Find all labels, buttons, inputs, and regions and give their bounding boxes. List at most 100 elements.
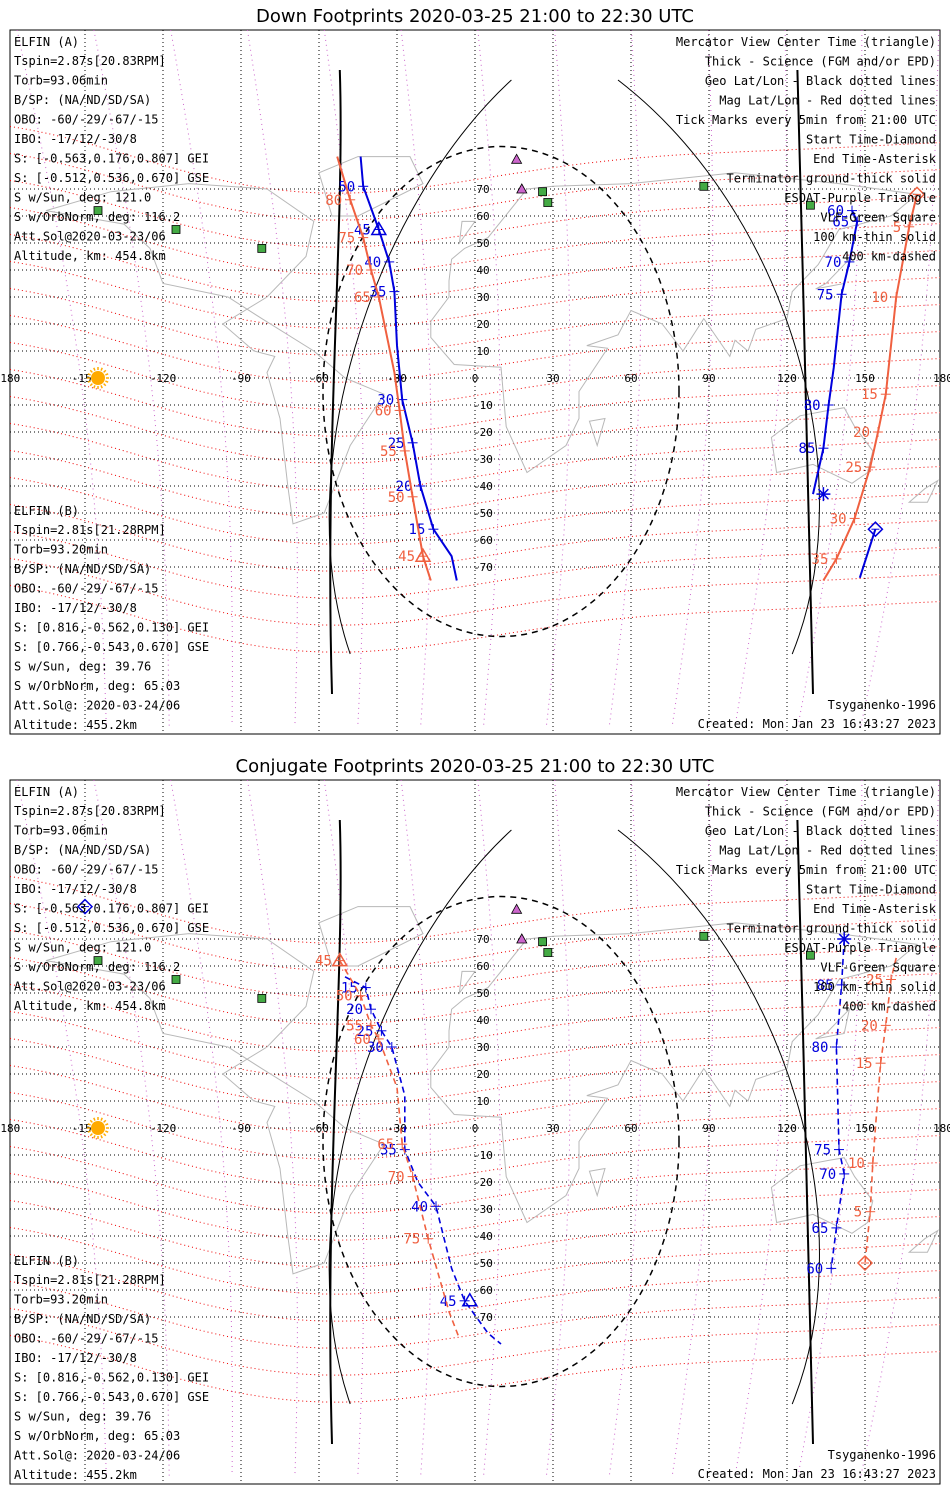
elfin_a-tick-label: 60 [806,1261,823,1277]
lat-tick-label: -40 [473,480,493,493]
mag-lon-line [608,30,642,727]
mag-lat-line [10,1038,940,1106]
elfin-b-info-line: S: [0.816,-0.562,0.130] GEI [14,621,209,635]
lon-tick-label: 180 [933,1122,950,1135]
elfin_a-tick-label: 75 [814,1143,831,1159]
continent-outline [907,1229,939,1253]
elfin-b-info-line: IBO: -17/12/-30/8 [14,601,137,615]
lat-tick-label: 20 [476,1068,489,1081]
lat-tick-label: -20 [473,1176,493,1189]
legend-entry: Terminator ground-thick solid [726,172,936,186]
elfin-a-info-line: OBO: -60/-29/-67/-15 [14,863,159,877]
terminator-400km [322,145,680,638]
legend-entry: Mag Lat/Lon - Red dotted lines [719,94,936,108]
mag-lat-line [10,957,940,1025]
elfin_b-tick-label: 55 [346,1018,363,1034]
mag-lat-line [10,288,940,356]
lon-tick-label: 60 [624,372,637,385]
mag-lat-line [10,126,940,194]
mag-lon-line [477,30,501,727]
continent-outline [458,970,476,995]
legend-entry: VLF-Green Square [820,961,936,975]
legend-entry: ESOAT-Purple Triangle [784,941,936,955]
elfin_a-tick-label: 65 [812,1221,829,1237]
mag-lat-line [10,1227,940,1295]
elfin-a-info-line: Att.Sol@2020-03-23/06 [14,980,166,994]
plot-area [10,30,940,734]
vlf-station-marker [543,198,553,207]
mag-lat-line [10,369,940,437]
lat-tick-label: 70 [476,183,489,196]
elfin-b-info-line: IBO: -17/12/-30/8 [14,1351,137,1365]
lat-tick-label: 40 [476,264,489,277]
elfin-a-info-line: S w/Sun, deg: 121.0 [14,941,151,955]
center-time-triangle [370,221,388,236]
center-time-triangle [414,547,432,562]
elfin_b-tick-label: 15 [856,1056,873,1072]
vlf-station-marker [806,200,815,210]
elfin_b-tick-label: 20 [861,1018,878,1034]
lon-tick-label: 150 [855,1122,875,1135]
continent-outline [45,933,385,1275]
elfin_a-tick-label: 30 [367,1040,384,1056]
terminator-ground [329,69,342,695]
vlf-station-marker [699,181,709,191]
elfin-b-info-line: Torb=93.20min [14,1293,108,1307]
panel-title: Conjugate Footprints 2020-03-25 21:00 to… [236,756,715,777]
mag-lat-line [10,531,940,599]
esoc-station-marker [510,903,523,914]
legend-entry: Mag Lat/Lon - Red dotted lines [719,844,936,858]
legend-entry: End Time-Asterisk [813,902,937,916]
center-time-triangle [461,1292,479,1307]
mag-lat-line [10,396,940,464]
elfin_a-tick-label: 45 [354,223,371,239]
elfin_b-tick-label: 60 [375,403,392,419]
legend-entry: ESOAT-Purple Triangle [784,191,936,205]
legend-entry: Tick Marks every 5min from 21:00 UTC [676,863,936,877]
elfin_b-footprint-track [336,156,432,581]
legend-entry: End Time-Asterisk [813,152,937,166]
lat-tick-label: -50 [473,1257,493,1270]
elfin_a-tick-label: 30 [377,393,394,409]
elfin_a-tick-label: 60 [827,204,844,220]
elfin_b-tick-label: 75 [338,231,355,247]
mag-lat-line [10,876,940,944]
elfin-b-info-line: OBO: -60/-29/-67/-15 [14,582,159,596]
lon-tick-label: 150 [855,372,875,385]
mag-lat-line [10,903,940,971]
legend-entry: Geo Lat/Lon - Black dotted lines [705,824,936,838]
legend-entry: Geo Lat/Lon - Black dotted lines [705,74,936,88]
elfin-a-info-line: S: [-0.512,0.536,0.670] GSE [14,921,209,935]
lon-tick-label: 120 [777,1122,797,1135]
continent-outline [907,479,939,503]
lat-tick-label: 60 [476,210,489,223]
elfin-a-info-line: IBO: -17/12/-30/8 [14,882,137,896]
mag-lat-line [10,984,940,1052]
lon-tick-label: 30 [546,372,559,385]
mag-lat-line [10,1119,940,1187]
mag-lat-line [10,342,940,410]
end-time-asterisk [838,933,850,945]
legend-entry: Start Time-Diamond [806,883,936,897]
elfin_b-tick-label: 45 [398,549,415,565]
legend-entry: Start Time-Diamond [806,133,936,147]
elfin_b-tick-label: 15 [861,387,878,403]
lat-tick-label: 30 [476,291,489,304]
elfin-b-name: ELFIN (B) [14,1254,79,1268]
elfin-b-info-line: Att.Sol@: 2020-03-24/06 [14,1449,180,1463]
elfin_a-tick-label: 85 [799,441,816,457]
lon-tick-label: -120 [150,372,177,385]
vlf-station-marker [699,931,709,941]
lat-tick-label: -50 [473,507,493,520]
legend-entry: 100 km-thin solid [813,230,936,244]
mag-lon-line [608,780,642,1477]
elfin-a-info-line: Tspin=2.87s[20.83RPM] [14,54,166,68]
elfin_b-tick-label: 45 [315,954,332,970]
lon-tick-label: -180 [0,372,20,385]
lon-tick-label: -60 [309,372,329,385]
elfin-a-name: ELFIN (A) [14,35,79,49]
lat-tick-label: -70 [473,1311,493,1324]
vlf-station-marker [171,975,181,984]
legend-entry: Tick Marks every 5min from 21:00 UTC [676,113,936,127]
elfin-a-info-line: S w/Sun, deg: 121.0 [14,191,151,205]
